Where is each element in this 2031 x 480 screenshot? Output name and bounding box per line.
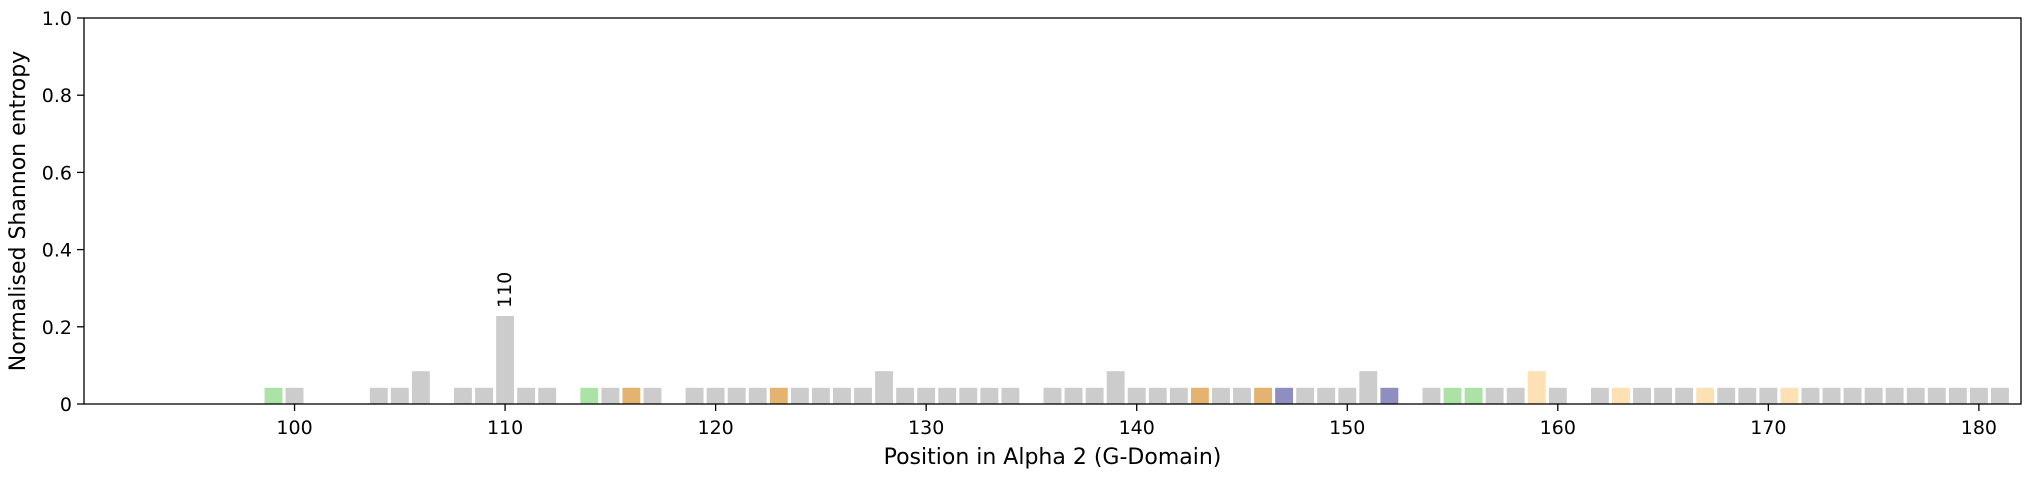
y-tick-label: 0.4 — [42, 240, 72, 262]
bar-pos-158 — [1506, 387, 1525, 404]
bar-pos-127 — [854, 387, 872, 404]
y-tick-label: 0.2 — [42, 317, 72, 339]
bar-pos-137 — [1064, 387, 1083, 404]
bar-pos-139 — [1106, 371, 1125, 404]
bar-pos-112 — [538, 387, 557, 404]
x-tick-label: 160 — [1540, 417, 1576, 439]
x-tick-label: 120 — [697, 417, 733, 439]
bar-pos-148 — [1296, 387, 1315, 404]
annotations-layer: 110 — [494, 272, 516, 308]
bar-pos-99 — [264, 387, 283, 404]
bar-pos-133 — [980, 387, 999, 404]
bar-pos-152 — [1380, 387, 1399, 404]
y-axis-label: Normalised Shannon entropy — [6, 51, 31, 371]
bar-pos-170 — [1759, 387, 1778, 404]
y-tick-label: 0 — [60, 394, 72, 416]
bar-pos-166 — [1675, 387, 1694, 404]
bar-pos-169 — [1738, 387, 1757, 404]
bar-pos-157 — [1485, 387, 1504, 404]
bar-pos-140 — [1127, 387, 1146, 404]
bar-pos-106 — [411, 371, 430, 404]
bar-pos-123 — [769, 387, 788, 404]
bar-pos-162 — [1590, 387, 1609, 404]
bar-pos-165 — [1654, 387, 1673, 404]
x-tick-label: 100 — [276, 417, 312, 439]
bar-pos-145 — [1233, 387, 1251, 404]
bar-pos-105 — [390, 387, 409, 404]
y-tick-label: 1.0 — [42, 8, 72, 30]
bar-pos-124 — [790, 387, 809, 404]
bar-pos-122 — [748, 387, 767, 404]
x-tick-label: 140 — [1119, 417, 1155, 439]
bar-pos-151 — [1359, 371, 1378, 404]
bar-pos-176 — [1885, 387, 1904, 404]
bar-pos-142 — [1169, 387, 1188, 404]
bar-pos-114 — [580, 387, 599, 404]
bar-pos-132 — [959, 387, 978, 404]
bar-pos-159 — [1527, 371, 1546, 404]
bar-pos-126 — [833, 387, 851, 404]
bars-layer — [264, 315, 2009, 404]
bar-pos-129 — [896, 387, 915, 404]
bar-pos-147 — [1275, 387, 1294, 404]
bar-pos-144 — [1211, 387, 1230, 404]
bar-pos-173 — [1822, 387, 1841, 404]
bar-pos-168 — [1717, 387, 1736, 404]
x-tick-label: 150 — [1329, 417, 1365, 439]
bar-pos-146 — [1254, 387, 1272, 404]
bar-pos-163 — [1612, 387, 1630, 404]
bar-pos-175 — [1864, 387, 1883, 404]
bar-pos-115 — [601, 387, 620, 404]
bar-pos-164 — [1633, 387, 1651, 404]
bar-pos-109 — [475, 387, 493, 404]
bar-pos-119 — [685, 387, 704, 404]
bar-pos-160 — [1548, 387, 1567, 404]
x-axis-ticks: 100 110 120 130 140 150 160 170 180 — [276, 404, 1997, 439]
bar-pos-120 — [706, 387, 725, 404]
bar-pos-110 — [496, 315, 515, 404]
bar-pos-125 — [811, 387, 830, 404]
bar-pos-130 — [917, 387, 936, 404]
bar-pos-149 — [1317, 387, 1336, 404]
bar-pos-108 — [454, 387, 472, 404]
bar-pos-155 — [1443, 387, 1462, 404]
bar-pos-143 — [1190, 387, 1209, 404]
x-tick-label: 130 — [908, 417, 944, 439]
y-tick-label: 0.8 — [42, 85, 72, 107]
x-tick-label: 170 — [1750, 417, 1786, 439]
bar-pos-174 — [1843, 387, 1862, 404]
bar-pos-138 — [1085, 387, 1104, 404]
x-axis-label: Position in Alpha 2 (G-Domain) — [884, 445, 1222, 470]
x-tick-label: 180 — [1961, 417, 1997, 439]
bar-annotation-110: 110 — [494, 272, 516, 308]
plot-frame — [83, 17, 2022, 405]
bar-pos-171 — [1780, 387, 1799, 404]
bar-pos-177 — [1906, 387, 1925, 404]
y-tick-label: 0.6 — [42, 162, 72, 184]
bar-pos-178 — [1927, 387, 1946, 404]
bar-pos-150 — [1338, 387, 1357, 404]
bar-pos-100 — [285, 387, 304, 404]
bar-pos-156 — [1464, 387, 1483, 404]
bar-pos-180 — [1969, 387, 1988, 404]
bar-pos-167 — [1696, 387, 1715, 404]
bar-pos-104 — [369, 387, 388, 404]
bar-pos-141 — [1148, 387, 1167, 404]
bar-pos-131 — [938, 387, 957, 404]
bar-pos-154 — [1422, 387, 1441, 404]
bar-pos-172 — [1801, 387, 1820, 404]
bar-pos-181 — [1990, 387, 2009, 404]
bar-pos-111 — [517, 387, 536, 404]
bar-pos-121 — [727, 387, 746, 404]
bar-pos-134 — [1001, 387, 1020, 404]
bar-pos-116 — [622, 387, 641, 404]
bar-pos-136 — [1043, 387, 1062, 404]
bar-pos-117 — [643, 387, 662, 404]
bar-pos-128 — [875, 371, 894, 404]
x-tick-label: 110 — [487, 417, 523, 439]
y-axis-ticks: 0 0.2 0.4 0.6 0.8 1.0 — [42, 8, 84, 416]
bar-pos-179 — [1948, 387, 1967, 404]
